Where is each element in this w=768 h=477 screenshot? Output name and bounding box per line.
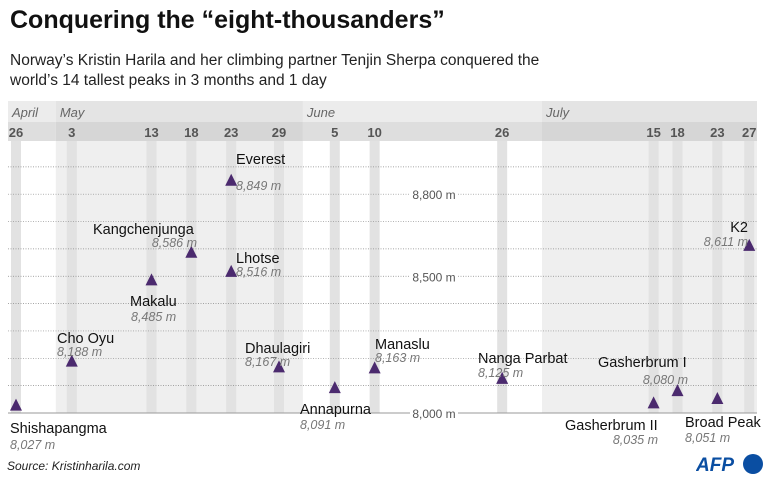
- date-tick-label: 26: [9, 125, 23, 140]
- date-stripe: [226, 141, 237, 413]
- peak-height: 8,163 m: [375, 351, 420, 365]
- summit-marker: [671, 384, 684, 397]
- y-tick-label-bg: [410, 405, 458, 420]
- peak-name: Everest: [236, 152, 285, 168]
- peak-name: Gasherbrum II: [565, 418, 658, 434]
- month-label: April: [11, 105, 39, 120]
- y-tick-label: 8,000 m: [412, 407, 455, 421]
- date-stripe: [186, 141, 197, 413]
- peak-name: Cho Oyu: [57, 331, 114, 347]
- date-stripe: [744, 141, 755, 413]
- date-tick-label: 3: [68, 125, 75, 140]
- month-header-band: [8, 101, 56, 122]
- date-stripe: [369, 141, 380, 413]
- peak-height: 8,188 m: [57, 345, 102, 359]
- peak-height: 8,027 m: [10, 438, 55, 452]
- date-stripe: [329, 141, 340, 413]
- peak-height: 8,167 m: [245, 355, 290, 369]
- summit-marker: [743, 238, 756, 251]
- y-tick-label-bg: [410, 186, 458, 202]
- day-header-band: [542, 122, 757, 141]
- svg-text:AFP: AFP: [696, 455, 734, 474]
- source-note: Source: Kristinharila.com: [7, 459, 141, 473]
- peak-height: 8,485 m: [131, 310, 176, 324]
- summit-marker: [496, 371, 509, 384]
- peak-height: 8,051 m: [685, 431, 730, 445]
- day-header-band: [302, 122, 543, 141]
- summit-marker: [328, 381, 341, 394]
- date-tick-label: 5: [331, 125, 338, 140]
- peak-name: Dhaulagiri: [245, 341, 310, 357]
- peak-name: Lhotse: [236, 251, 280, 267]
- peak-name: Makalu: [130, 294, 177, 310]
- peak-height: 8,125 m: [478, 366, 523, 380]
- peak-name: Annapurna: [300, 402, 372, 418]
- month-label: July: [545, 105, 571, 120]
- peak-height: 8,035 m: [613, 433, 658, 447]
- date-stripe: [648, 141, 659, 413]
- date-tick-label: 26: [495, 125, 509, 140]
- month-header-band: [302, 101, 543, 122]
- summit-marker: [10, 398, 22, 411]
- summit-marker: [368, 361, 381, 374]
- date-stripe: [66, 141, 77, 413]
- peak-height: 8,849 m: [236, 179, 281, 193]
- peak-height: 8,080 m: [643, 373, 688, 387]
- summit-marker: [225, 173, 238, 186]
- peak-name: Gasherbrum I: [598, 355, 687, 371]
- peak-name: Manaslu: [375, 337, 430, 353]
- peak-name: Shishapangma: [10, 421, 108, 437]
- y-tick-label: 8,500 m: [412, 270, 455, 284]
- chart-subtitle: Norway’s Kristin Harila and her climbing…: [10, 52, 540, 89]
- summit-marker: [145, 273, 158, 286]
- month-header-band: [55, 101, 303, 122]
- peak-name: Nanga Parbat: [478, 351, 567, 367]
- day-header-band: [8, 122, 56, 141]
- date-stripe: [11, 141, 21, 413]
- y-tick-label: 8,800 m: [412, 188, 455, 202]
- afp-logo: AFP: [696, 454, 763, 474]
- summit-marker: [273, 360, 286, 373]
- date-stripe: [497, 141, 508, 413]
- peak-name: Kangchenjunga: [93, 222, 195, 238]
- date-tick-label: 23: [224, 125, 238, 140]
- summit-marker: [225, 264, 238, 277]
- date-stripe: [274, 141, 285, 413]
- peak-name: Broad Peak: [685, 415, 762, 431]
- month-header-band: [542, 101, 757, 122]
- peak-height: 8,516 m: [236, 265, 281, 279]
- peak-height: 8,611 m: [704, 235, 748, 249]
- month-body-band: [55, 141, 303, 413]
- date-tick-label: 10: [367, 125, 381, 140]
- date-tick-label: 27: [742, 125, 756, 140]
- peak-height: 8,091 m: [300, 418, 345, 432]
- date-tick-label: 15: [646, 125, 660, 140]
- day-header-band: [55, 122, 303, 141]
- summit-marker: [185, 245, 198, 258]
- summit-marker: [65, 354, 78, 367]
- month-label: June: [306, 105, 335, 120]
- month-label: May: [60, 105, 86, 120]
- summit-marker: [647, 396, 660, 409]
- date-tick-label: 13: [144, 125, 158, 140]
- date-tick-label: 18: [670, 125, 684, 140]
- summit-marker: [711, 392, 724, 405]
- date-stripe: [712, 141, 723, 413]
- peak-height: 8,586 m: [152, 236, 197, 250]
- date-tick-label: 29: [272, 125, 286, 140]
- chart-title: Conquering the “eight-thousanders”: [10, 6, 445, 34]
- date-tick-label: 18: [184, 125, 198, 140]
- date-tick-label: 23: [710, 125, 724, 140]
- y-tick-label-bg: [410, 268, 458, 284]
- peak-name: K2: [730, 220, 748, 236]
- date-stripe: [672, 141, 683, 413]
